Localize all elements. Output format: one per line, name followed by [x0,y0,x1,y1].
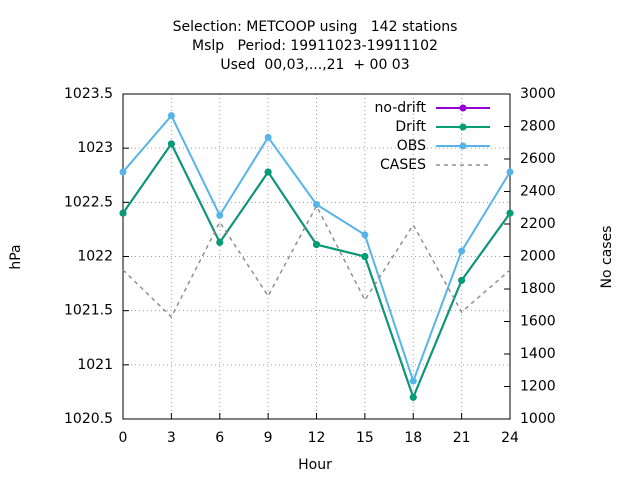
y2-tick-label: 2600 [520,151,556,167]
y2-tick-label: 3000 [520,86,556,102]
y2-axis-label: No cases [599,226,615,289]
x-axis-label: Hour [298,457,332,473]
y2-tick-label: 1200 [520,379,556,395]
x-tick-label: 15 [356,430,374,446]
y2-tick-label: 1400 [520,346,556,362]
chart-title: Mslp Period: 19911023-19911102 [192,38,438,54]
y-tick-label: 1020.5 [64,411,113,427]
x-tick-label: 18 [404,430,422,446]
y2-tick-label: 2800 [520,119,556,135]
chart-title: Selection: METCOOP using 142 stations [173,19,458,35]
legend-label: OBS [397,138,426,154]
series-line [122,113,511,385]
y-tick-label: 1021 [77,357,113,373]
y2-tick-label: 2200 [520,216,556,232]
point [264,133,272,141]
point [361,231,369,239]
point [313,241,320,249]
y2-tick-label: 2400 [520,184,556,200]
x-tick-label: 9 [264,430,273,446]
point [167,112,175,120]
legend-marker [459,104,467,112]
plot-frame [122,93,511,420]
point [264,168,272,176]
y-tick-label: 1023.5 [64,86,113,102]
y2-tick-label: 1600 [520,314,556,330]
legend-marker [459,123,467,131]
y-axis-label: hPa [8,244,24,269]
point [458,276,466,284]
point [313,201,320,208]
point [216,211,224,219]
x-tick-label: 3 [167,430,176,446]
series-line [122,204,511,319]
y-tick-label: 1022 [77,249,113,265]
point [506,209,514,217]
point [458,247,466,255]
legend-label: CASES [380,157,426,173]
y-tick-label: 1021.5 [64,303,113,319]
y2-tick-label: 1800 [520,281,556,297]
x-tick-label: 6 [215,430,224,446]
y2-tick-label: 1000 [520,411,556,427]
point [409,377,417,385]
point [167,140,175,148]
point [409,393,417,401]
y2-tick-label: 2000 [520,249,556,265]
point [216,238,224,246]
legend-marker [459,142,467,150]
point [119,168,127,176]
point [119,209,127,217]
y-tick-label: 1023 [77,140,113,156]
x-tick-label: 21 [453,430,471,446]
point [361,253,369,260]
x-tick-label: 0 [119,430,128,446]
legend-label: Drift [395,119,426,135]
x-tick-label: 12 [308,430,326,446]
x-tick-label: 24 [501,430,519,446]
legend-label: no-drift [375,100,427,116]
chart-title: Used 00,03,...,21 + 00 03 [220,57,409,73]
point [506,168,514,176]
y-tick-label: 1022.5 [64,194,113,210]
